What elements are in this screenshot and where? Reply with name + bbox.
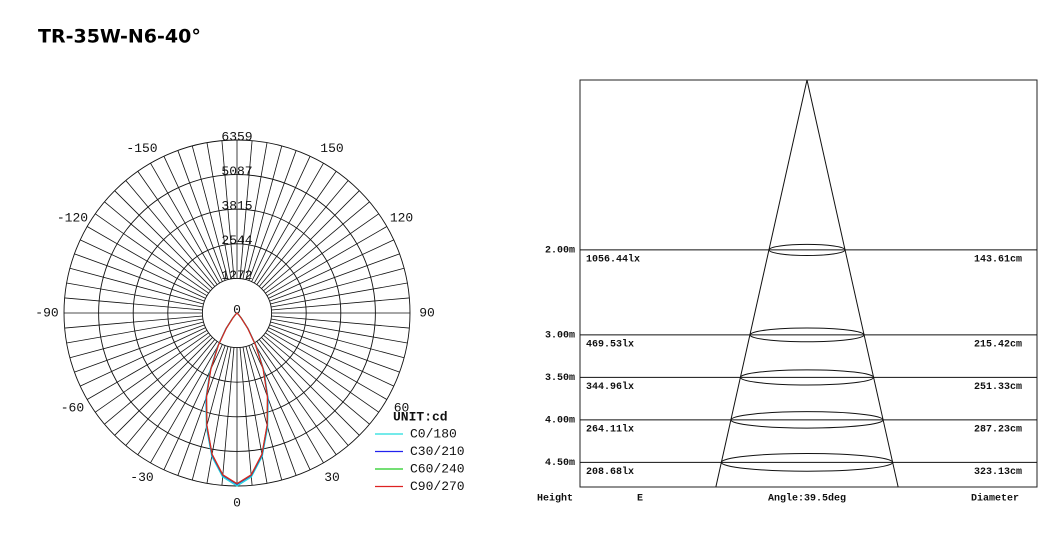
y-tick-label: 3.00m [545, 331, 575, 342]
y-tick-label: 4.00m [545, 416, 575, 427]
cone-edge [715, 79, 808, 488]
y-tick-label: 4.50m [545, 458, 575, 469]
beam-ellipse [720, 453, 894, 472]
illuminance-label: 344.96lx [586, 381, 634, 393]
cone-chart: 2.00m 1056.44lx 143.61cm 3.00m 469.53lx 215.4… [537, 79, 1038, 505]
angle-tick-label: 30 [324, 470, 340, 485]
angle-tick-label: -120 [57, 210, 88, 225]
angle-tick-label: -150 [126, 141, 157, 156]
angle-tick-label: -60 [61, 400, 84, 415]
illuminance-label: 208.68lx [586, 466, 634, 478]
beam-ellipse [739, 369, 875, 386]
illuminance-label: 264.11lx [586, 424, 634, 436]
y-axis-label: Height [537, 493, 573, 505]
r-tick-label: 6359 [221, 129, 252, 144]
frame [579, 79, 1038, 488]
grid-circle [167, 243, 307, 383]
angle-tick-label: 90 [419, 305, 435, 320]
legend-label: C0/180 [410, 426, 457, 441]
legend-label: C30/210 [410, 444, 465, 459]
column-header: E [637, 494, 643, 505]
r-tick-label: 1272 [221, 268, 252, 283]
diameter-label: 215.42cm [974, 340, 1022, 351]
r-tick-label: 5087 [221, 164, 252, 179]
y-tick-label: 3.50m [545, 373, 575, 384]
illuminance-label: 1056.44lx [586, 254, 640, 266]
angle-tick-label: 120 [390, 210, 413, 225]
unit-label: UNIT:cd [393, 409, 448, 424]
diameter-label: 287.23cm [974, 425, 1022, 436]
cone-edge [806, 79, 899, 488]
r-tick-label: 3815 [221, 199, 252, 214]
beam-ellipse [730, 411, 884, 429]
illuminance-label: 469.53lx [586, 339, 634, 351]
beam-ellipse [749, 327, 865, 343]
diameter-label: 323.13cm [974, 467, 1022, 478]
angle-label: Angle:39.5deg [768, 493, 846, 505]
polar-chart: 0 1272 2544 3815 5087 6359 0 30 60 90 120 150 -150 -1… [35, 129, 464, 510]
page-title: TR-35W-N6-40° [38, 26, 201, 48]
angle-tick-label: 60 [394, 400, 410, 415]
angle-tick-label: 150 [320, 141, 343, 156]
grid-circle [132, 208, 342, 418]
legend-label: C90/270 [410, 479, 465, 494]
column-header: Diameter [971, 493, 1019, 505]
grid-circle [201, 277, 273, 349]
beam-ellipse [768, 243, 846, 257]
y-tick-label: 2.00m [545, 246, 575, 257]
diameter-label: 143.61cm [974, 255, 1022, 266]
intensity-curve [205, 312, 269, 485]
angle-tick-label: -90 [35, 305, 58, 320]
diameter-label: 251.33cm [974, 382, 1022, 393]
grid-circle [98, 174, 376, 452]
angle-tick-label: -30 [130, 470, 153, 485]
r-tick-label: 0 [233, 302, 241, 317]
r-tick-label: 2544 [221, 233, 252, 248]
angle-tick-label: 0 [233, 495, 241, 510]
legend-label: C60/240 [410, 461, 465, 476]
